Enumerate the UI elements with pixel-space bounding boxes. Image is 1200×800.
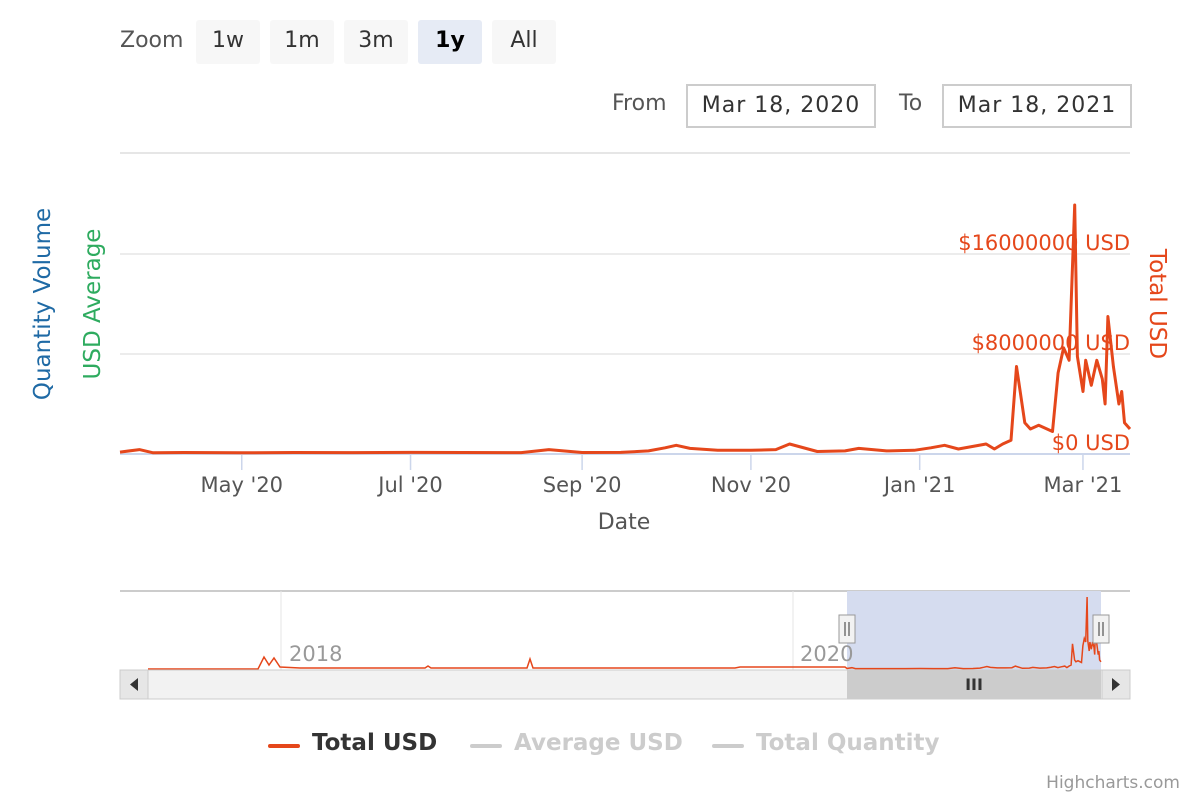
from-label: From xyxy=(612,91,667,116)
legend-label: Total Quantity xyxy=(756,730,940,756)
y-axis-title-quantity-volume: Quantity Volume xyxy=(30,208,56,400)
scrollbar-grip: III xyxy=(965,675,983,694)
series-line-total-usd xyxy=(119,203,1132,455)
to-date-input[interactable]: Mar 18, 2021 xyxy=(942,84,1132,128)
y-axis-title-total-usd: Total USD xyxy=(1144,248,1170,359)
x-tick-label: Jul '20 xyxy=(376,473,443,497)
navigator-right-handle[interactable] xyxy=(1092,614,1110,644)
x-tick-label: Nov '20 xyxy=(711,473,791,497)
navigator-year-label: 2020 xyxy=(800,642,853,666)
y-axis-title-usd-average: USD Average xyxy=(80,229,106,380)
chevron-right-icon xyxy=(1112,678,1120,691)
y-axis-right: $0 USD $8000000 USD $16000000 USD xyxy=(958,231,1130,455)
x-tick-label: Mar '21 xyxy=(1044,473,1123,497)
zoom-3m-button[interactable]: 3m xyxy=(344,20,408,64)
x-axis: May '20 Jul '20 Sep '20 Nov '20 Jan '21 Mar '… xyxy=(200,454,1122,497)
legend-swatch xyxy=(470,744,502,748)
zoom-1w-button[interactable]: 1w xyxy=(196,20,260,64)
credits-link[interactable]: Highcharts.com xyxy=(1046,773,1180,793)
x-tick-label: Sep '20 xyxy=(543,473,622,497)
legend-label: Average USD xyxy=(514,730,683,756)
x-axis-title: Date xyxy=(598,510,651,535)
legend-item-total-usd[interactable]: Total USD xyxy=(268,730,448,762)
y-tick-label: $8000000 USD xyxy=(972,331,1130,355)
navigator-series-line xyxy=(148,596,1102,670)
legend-label: Total USD xyxy=(312,730,438,756)
scrollbar[interactable]: III xyxy=(119,669,1131,700)
legend-item-total-quantity[interactable]: Total Quantity xyxy=(712,730,942,762)
zoom-label: Zoom xyxy=(120,28,184,53)
y-tick-label: $16000000 USD xyxy=(958,231,1130,255)
scrollbar-thumb[interactable] xyxy=(847,670,1101,699)
legend-item-average-usd[interactable]: Average USD xyxy=(470,730,685,762)
from-date-input[interactable]: Mar 18, 2020 xyxy=(686,84,876,128)
zoom-1m-button[interactable]: 1m xyxy=(270,20,334,64)
navigator[interactable]: 2018 2020 xyxy=(120,590,1130,670)
scrollbar-right-button[interactable] xyxy=(1101,669,1131,700)
legend-swatch xyxy=(712,744,744,748)
to-label: To xyxy=(899,91,923,116)
navigator-year-label: 2018 xyxy=(289,642,342,666)
x-tick-label: Jan '21 xyxy=(882,473,956,497)
navigator-selected-range[interactable] xyxy=(847,591,1101,670)
zoom-all-button[interactable]: All xyxy=(492,20,556,64)
y-tick-label: $0 USD xyxy=(1052,431,1130,455)
x-tick-label: May '20 xyxy=(200,473,283,497)
chevron-left-icon xyxy=(130,678,138,691)
zoom-1y-button[interactable]: 1y xyxy=(418,20,482,64)
legend-swatch xyxy=(268,744,300,748)
navigator-left-handle[interactable] xyxy=(838,614,856,644)
